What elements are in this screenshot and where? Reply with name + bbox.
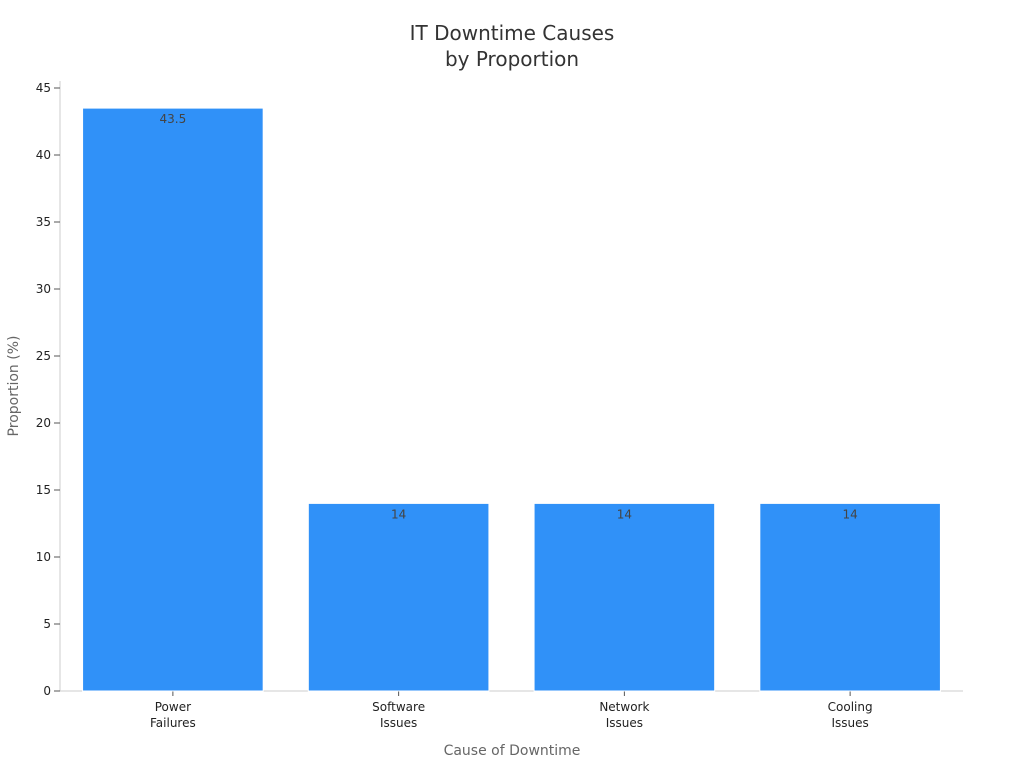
data-label: 14 — [842, 507, 857, 521]
y-tick-label: 40 — [36, 148, 51, 162]
x-tick-label: Power Failures — [150, 700, 196, 730]
y-tick-label: 15 — [36, 483, 51, 497]
data-label: 14 — [391, 507, 406, 521]
x-tick-label-line: Issues — [831, 716, 868, 730]
x-tick-label-line: Failures — [150, 716, 196, 730]
y-tick-label: 5 — [43, 617, 51, 631]
x-tick-label: Cooling Issues — [828, 700, 873, 730]
x-tick-label: Software Issues — [372, 700, 425, 730]
y-tick-label: 25 — [36, 349, 51, 363]
x-tick-label-line: Software — [372, 700, 425, 714]
x-axis-title: Cause of Downtime — [444, 743, 581, 759]
bar — [307, 502, 490, 692]
data-labels: 43.5 14 14 14 — [160, 112, 858, 521]
data-label: 43.5 — [160, 112, 187, 126]
y-tick-label: 30 — [36, 282, 51, 296]
bar — [759, 502, 941, 692]
bar — [533, 502, 716, 692]
y-tick-label: 20 — [36, 416, 51, 430]
y-tick-label: 35 — [36, 215, 51, 229]
chart-title-line: IT Downtime Causes — [410, 21, 615, 45]
chart-title: IT Downtime Causes by Proportion — [410, 21, 615, 71]
bar — [82, 107, 264, 692]
y-tick-label: 0 — [43, 684, 51, 698]
x-tick-label-line: Issues — [380, 716, 417, 730]
bars — [82, 107, 941, 692]
y-tick-label: 10 — [36, 550, 51, 564]
x-axis: Power Failures Software Issues Network Issues… — [60, 690, 963, 730]
y-axis: 0 5 10 15 20 25 30 35 40 45 — [36, 81, 61, 698]
y-axis-title: Proportion (%) — [6, 336, 22, 437]
data-label: 14 — [617, 507, 632, 521]
y-tick-label: 45 — [36, 81, 51, 95]
x-tick-label-line: Cooling — [828, 700, 873, 714]
x-tick-label-line: Issues — [606, 716, 643, 730]
x-tick-label: Network Issues — [599, 700, 649, 730]
x-tick-label-line: Power — [155, 700, 191, 714]
chart-title-line: by Proportion — [445, 47, 579, 71]
chart-title-text: IT Downtime Causes by Proportion — [410, 21, 615, 71]
x-tick-label-line: Network — [599, 700, 649, 714]
